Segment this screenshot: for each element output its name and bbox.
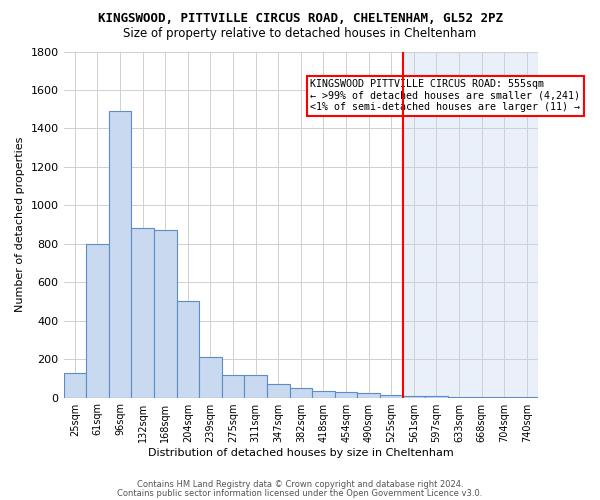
Bar (312, 391, 335, 398)
Text: Contains HM Land Registry data © Crown copyright and database right 2024.: Contains HM Land Registry data © Crown c… (137, 480, 463, 489)
Bar (335, 392, 358, 398)
Y-axis label: Number of detached properties: Number of detached properties (15, 137, 25, 312)
Bar (403, 52, 538, 398)
Bar (109, 111, 131, 398)
X-axis label: Distribution of detached houses by size in Cheltenham: Distribution of detached houses by size … (148, 448, 454, 458)
Bar (403, 396, 425, 398)
Bar (380, 394, 403, 398)
Bar (244, 376, 267, 398)
Text: KINGSWOOD, PITTVILLE CIRCUS ROAD, CHELTENHAM, GL52 2PZ: KINGSWOOD, PITTVILLE CIRCUS ROAD, CHELTE… (97, 12, 503, 26)
Text: Size of property relative to detached houses in Cheltenham: Size of property relative to detached ho… (124, 28, 476, 40)
Bar (86, 244, 109, 398)
Bar (267, 384, 290, 398)
Bar (154, 230, 176, 398)
Bar (358, 393, 380, 398)
Bar (222, 376, 244, 398)
Text: Contains public sector information licensed under the Open Government Licence v3: Contains public sector information licen… (118, 488, 482, 498)
Bar (493, 396, 515, 398)
Bar (515, 396, 538, 398)
Bar (131, 228, 154, 398)
Bar (425, 396, 448, 398)
Bar (448, 396, 470, 398)
Bar (470, 396, 493, 398)
Bar (290, 388, 312, 398)
Bar (199, 357, 222, 398)
Bar (176, 302, 199, 398)
Bar (64, 372, 86, 398)
Text: KINGSWOOD PITTVILLE CIRCUS ROAD: 555sqm
← >99% of detached houses are smaller (4: KINGSWOOD PITTVILLE CIRCUS ROAD: 555sqm … (310, 79, 580, 112)
